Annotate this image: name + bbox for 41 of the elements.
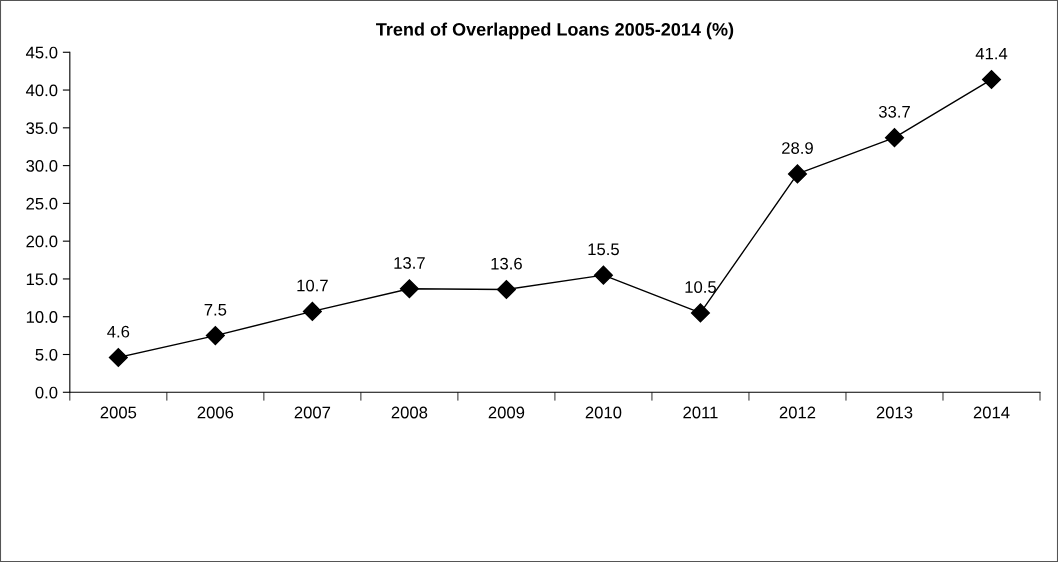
point	[690, 303, 710, 323]
x-tick-label: 2007	[294, 406, 331, 419]
point	[593, 265, 613, 285]
x-tick-label: 2012	[779, 406, 816, 419]
y-tick-label: 10.0	[26, 311, 58, 323]
data-label: 15.5	[588, 243, 619, 256]
data-label: 41.4	[975, 47, 1008, 60]
y-tick-label: 30.0	[26, 160, 58, 172]
data-label: 13.7	[394, 257, 425, 269]
x-tick-label: 2006	[197, 406, 234, 419]
data-label: 33.7	[878, 105, 910, 118]
point	[884, 128, 905, 148]
y-tick-label: 5.0	[35, 348, 58, 361]
x-tick-label: 2013	[876, 406, 913, 419]
data-label: 7.5	[204, 304, 227, 316]
data-label: 28.9	[782, 142, 813, 154]
point	[496, 279, 516, 300]
y-tick-label: 45.0	[25, 46, 58, 59]
y-tick-label: 40.0	[25, 84, 58, 97]
x-tick-label: 2010	[585, 406, 622, 419]
y-tick-label: 15.0	[26, 273, 58, 286]
y-tick-label: 35.0	[26, 122, 58, 135]
point	[108, 347, 128, 368]
data-label: 4.6	[107, 325, 130, 338]
x-tick-label: 2014	[973, 406, 1010, 419]
point	[205, 326, 225, 346]
point	[399, 279, 419, 299]
y-tick-label: 20.0	[26, 235, 58, 248]
data-label: 10.5	[685, 281, 716, 293]
y-tick-label: 0.0	[35, 386, 58, 399]
point	[981, 69, 1002, 90]
y-tick-label: 25.0	[26, 197, 58, 210]
data-label: 10.7	[297, 279, 328, 292]
chart-title: Trend of Overlapped Loans 2005-2014 (%)	[376, 22, 734, 40]
data-label: 13.6	[491, 257, 522, 270]
x-tick-label: 2009	[488, 406, 525, 419]
x-tick-label: 2011	[683, 406, 718, 419]
x-tick-label: 2005	[100, 406, 137, 419]
point	[302, 301, 322, 321]
x-tick-label: 2008	[391, 406, 428, 419]
point	[787, 164, 808, 184]
